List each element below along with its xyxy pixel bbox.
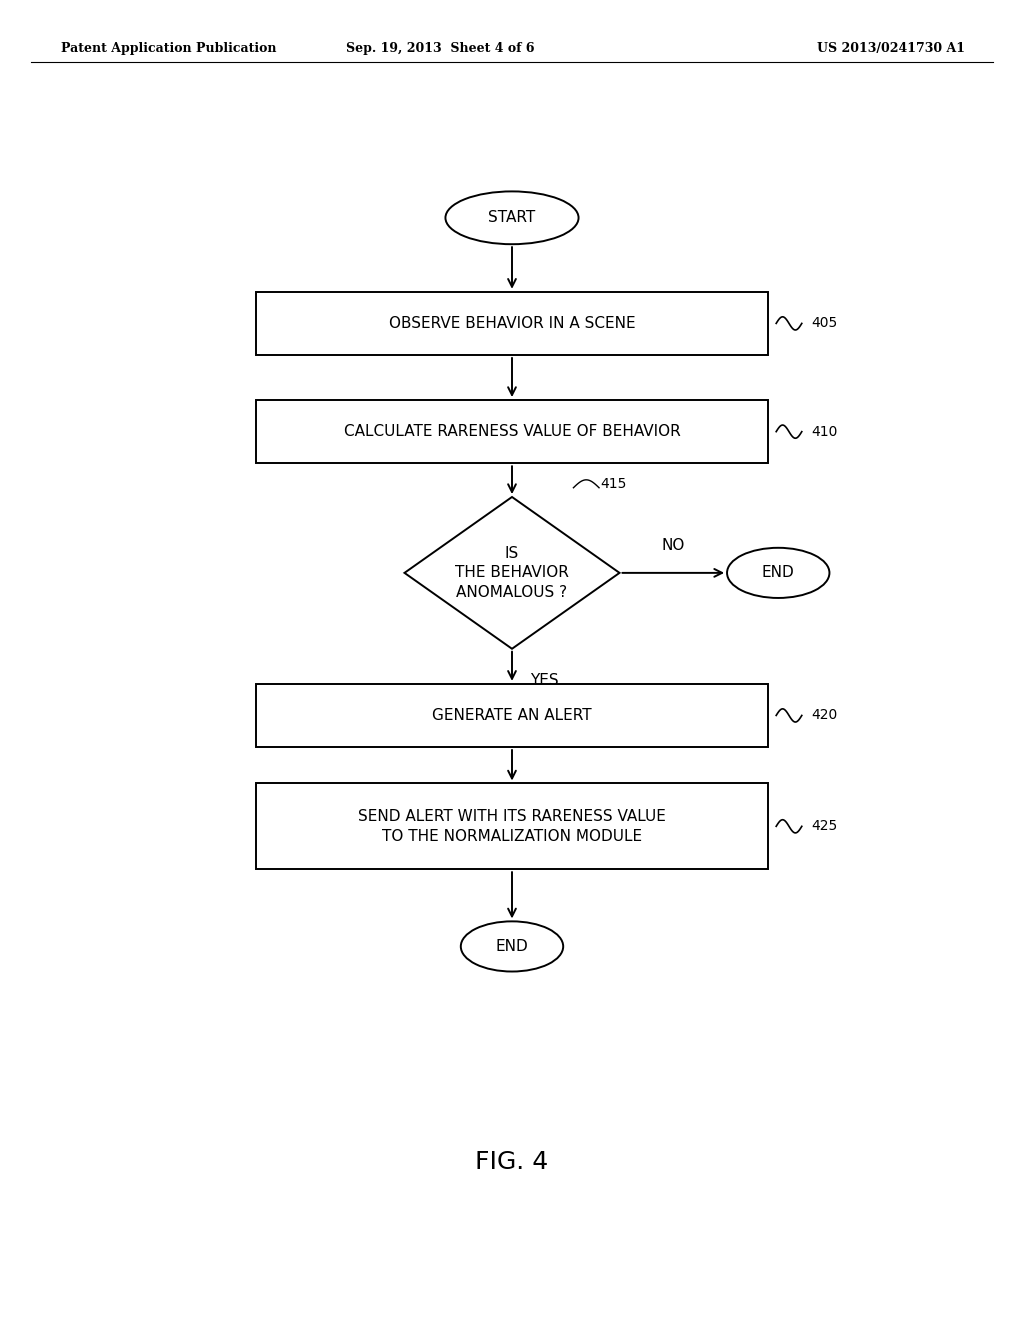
Text: 420: 420 [811, 709, 838, 722]
Text: START: START [488, 210, 536, 226]
Text: CALCULATE RARENESS VALUE OF BEHAVIOR: CALCULATE RARENESS VALUE OF BEHAVIOR [344, 424, 680, 440]
Text: END: END [496, 939, 528, 954]
FancyBboxPatch shape [256, 292, 768, 355]
FancyBboxPatch shape [256, 783, 768, 869]
Text: Patent Application Publication: Patent Application Publication [61, 42, 276, 55]
Ellipse shape [727, 548, 829, 598]
Ellipse shape [461, 921, 563, 972]
Text: US 2013/0241730 A1: US 2013/0241730 A1 [817, 42, 965, 55]
Text: SEND ALERT WITH ITS RARENESS VALUE
TO THE NORMALIZATION MODULE: SEND ALERT WITH ITS RARENESS VALUE TO TH… [358, 809, 666, 843]
Text: FIG. 4: FIG. 4 [475, 1150, 549, 1173]
Text: 410: 410 [811, 425, 838, 438]
Text: 405: 405 [811, 317, 838, 330]
Text: 415: 415 [600, 477, 627, 491]
Text: 425: 425 [811, 820, 838, 833]
Text: Sep. 19, 2013  Sheet 4 of 6: Sep. 19, 2013 Sheet 4 of 6 [346, 42, 535, 55]
FancyBboxPatch shape [256, 684, 768, 747]
Text: END: END [762, 565, 795, 581]
FancyBboxPatch shape [256, 400, 768, 463]
Ellipse shape [445, 191, 579, 244]
Text: GENERATE AN ALERT: GENERATE AN ALERT [432, 708, 592, 723]
Text: OBSERVE BEHAVIOR IN A SCENE: OBSERVE BEHAVIOR IN A SCENE [389, 315, 635, 331]
Polygon shape [404, 498, 620, 649]
Text: IS
THE BEHAVIOR
ANOMALOUS ?: IS THE BEHAVIOR ANOMALOUS ? [455, 545, 569, 601]
Text: NO: NO [662, 539, 685, 553]
Text: YES: YES [530, 673, 559, 688]
